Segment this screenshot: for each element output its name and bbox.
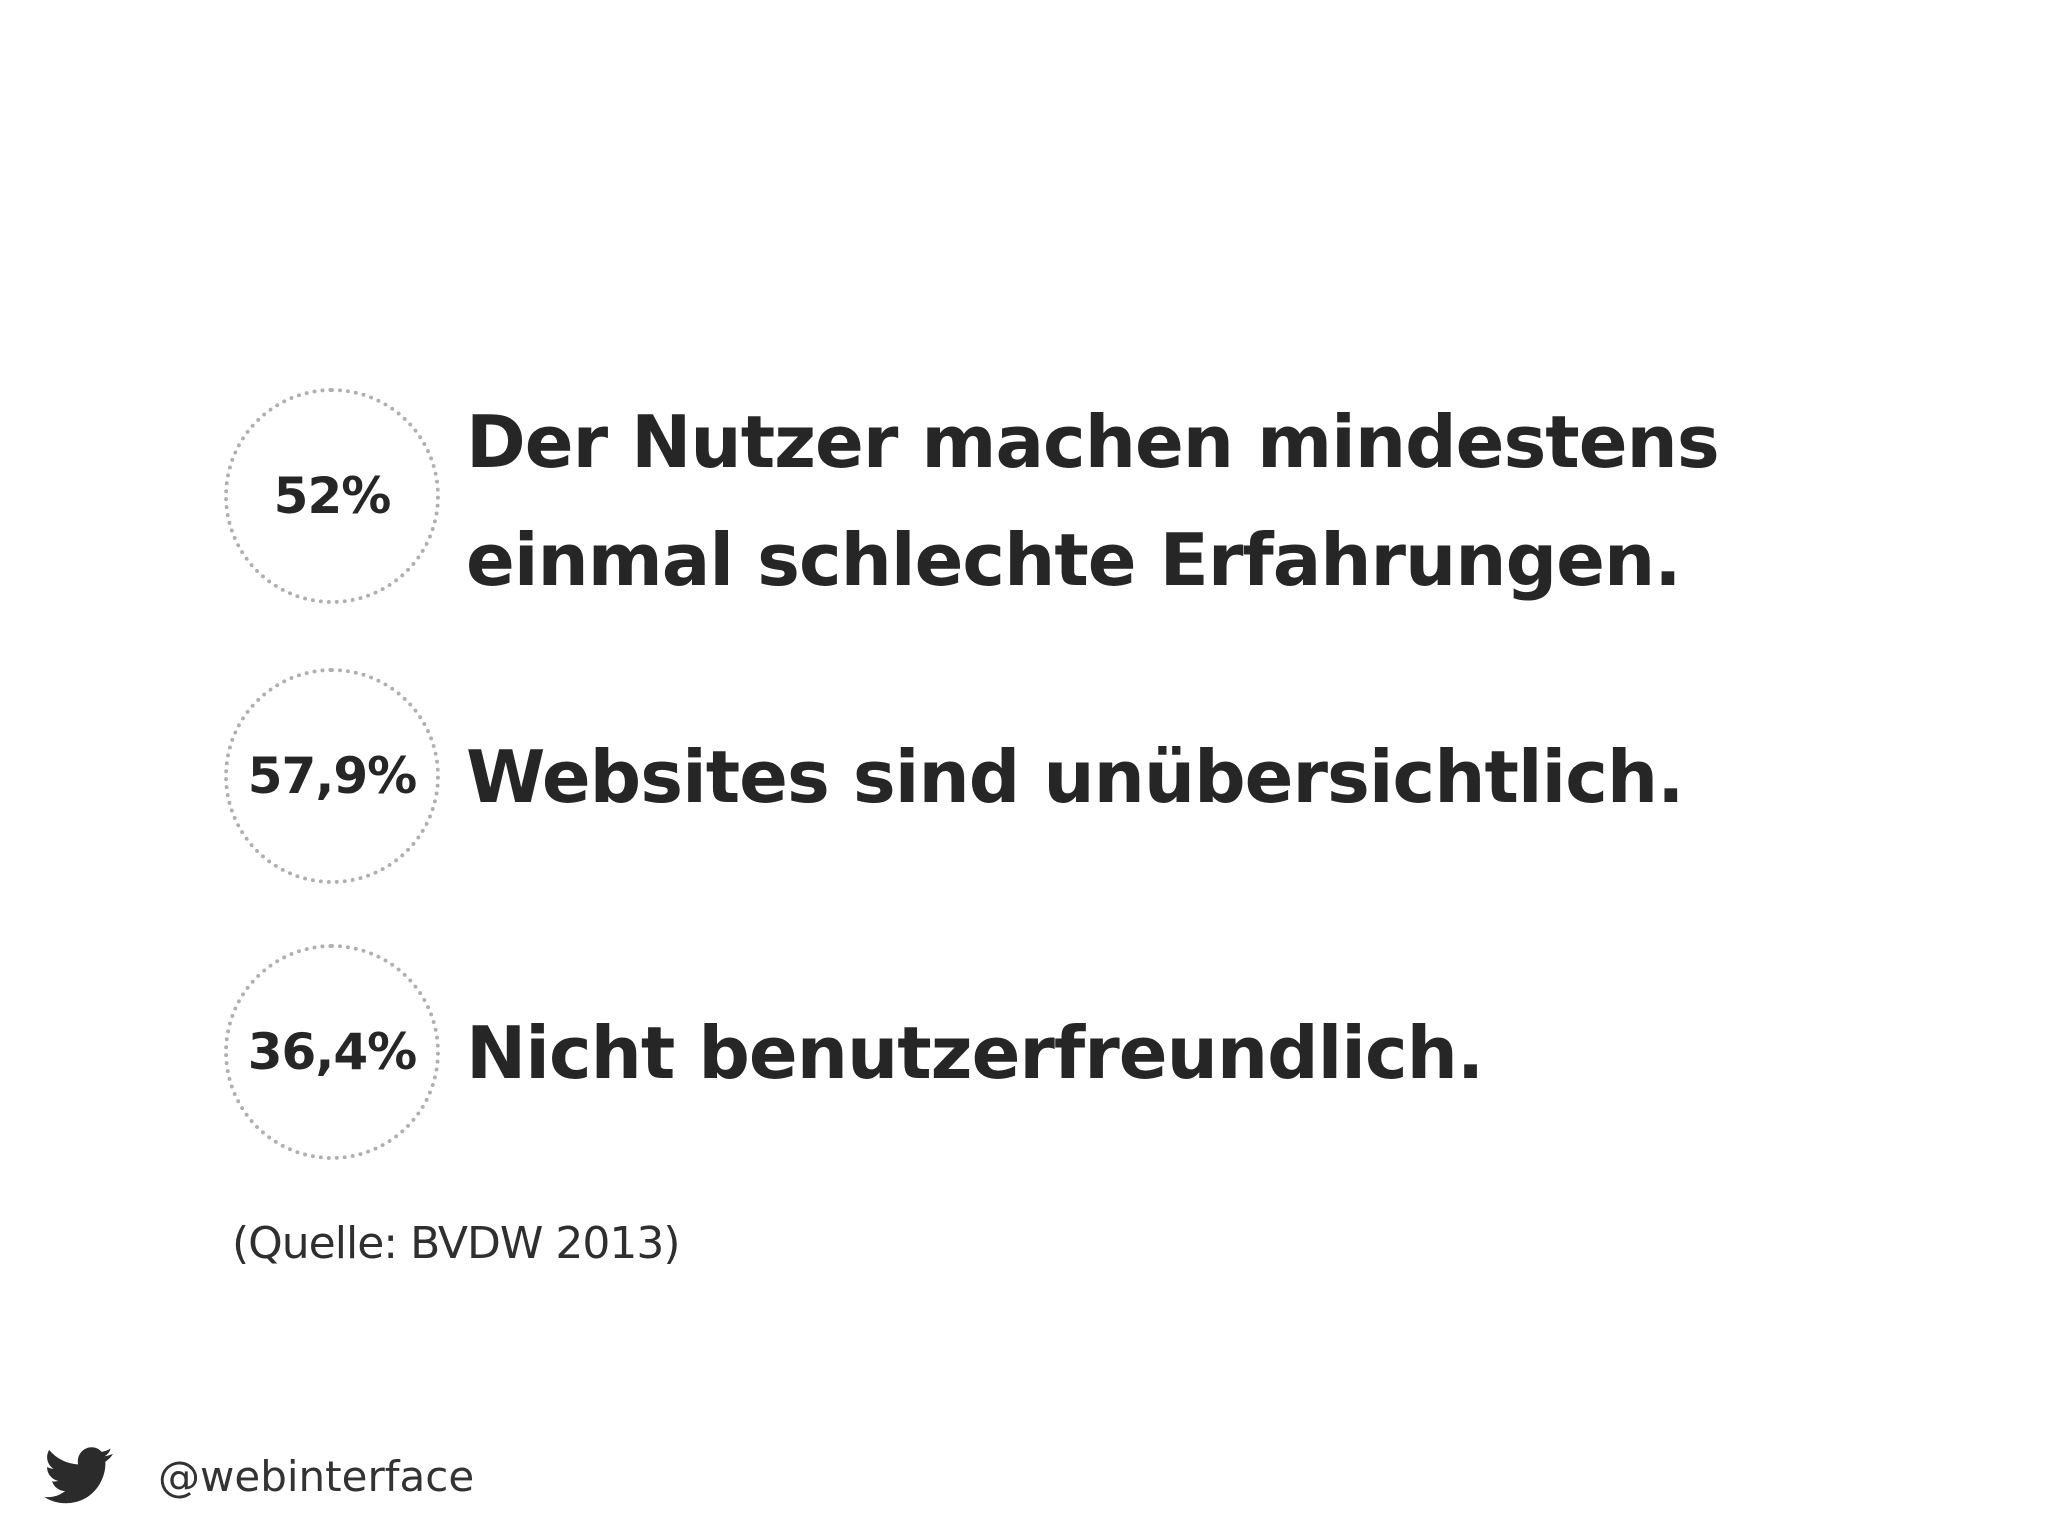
footer: @webinterface bbox=[44, 1436, 474, 1516]
stat-statement: Nicht benutzerfreundlich. bbox=[466, 994, 1484, 1112]
percent-value: 57,9% bbox=[247, 747, 417, 805]
percent-value: 52% bbox=[273, 467, 392, 525]
percent-value: 36,4% bbox=[247, 1023, 417, 1081]
stat-statement-line: Der Nutzer machen mindestens bbox=[466, 400, 1720, 484]
percent-circle: 36,4% bbox=[224, 944, 440, 1160]
source-note: (Quelle: BVDW 2013) bbox=[232, 1218, 681, 1269]
twitter-handle[interactable]: @webinterface bbox=[158, 1451, 475, 1501]
stat-statement-line: Nicht benutzerfreundlich. bbox=[466, 1011, 1484, 1095]
stat-statement: Websites sind unübersichtlich. bbox=[466, 718, 1685, 836]
percent-circle: 57,9% bbox=[224, 668, 440, 884]
twitter-bird-icon[interactable] bbox=[44, 1447, 114, 1505]
stat-statement-line: Websites sind unübersichtlich. bbox=[466, 735, 1685, 819]
percent-circle: 52% bbox=[224, 388, 440, 604]
stat-statement: Der Nutzer machen mindestens einmal schl… bbox=[466, 383, 1720, 619]
stat-statement-line: einmal schlechte Erfahrungen. bbox=[466, 518, 1682, 602]
